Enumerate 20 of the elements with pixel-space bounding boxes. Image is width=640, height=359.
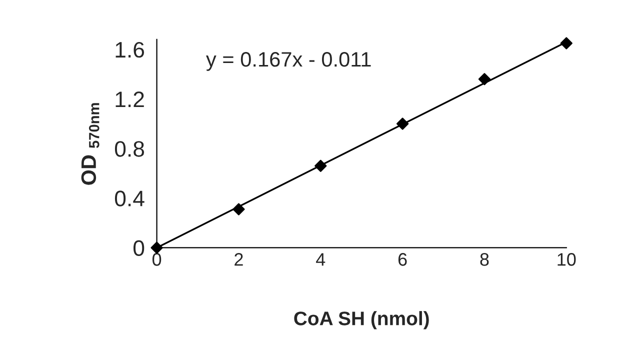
y-tick-label: 1.2: [116, 92, 144, 108]
x-axis-title: CoA SH (nmol): [294, 311, 429, 330]
y-axis-title: OD $_{570nm}$: [81, 103, 100, 185]
x-tick-label: 0: [152, 253, 162, 266]
x-tick-label: 6: [398, 253, 407, 266]
point: [560, 37, 572, 50]
y-tick-label: 0.8: [114, 141, 144, 157]
y-tick-label: 0.4: [114, 190, 144, 206]
point: [314, 160, 327, 172]
annotation: y = 0.167x - 0.011: [206, 52, 371, 71]
point: [150, 242, 163, 254]
x-tick-label: 8: [480, 253, 489, 266]
point: [396, 118, 409, 130]
x-tick-label: 4: [316, 253, 326, 266]
x-tick-label: 2: [234, 253, 243, 266]
point: [478, 73, 491, 86]
y-tick-label: 1.6: [116, 42, 144, 58]
x-tick-label: 10: [558, 253, 576, 266]
point: [232, 203, 245, 216]
y-tick-label: 0: [134, 240, 144, 256]
